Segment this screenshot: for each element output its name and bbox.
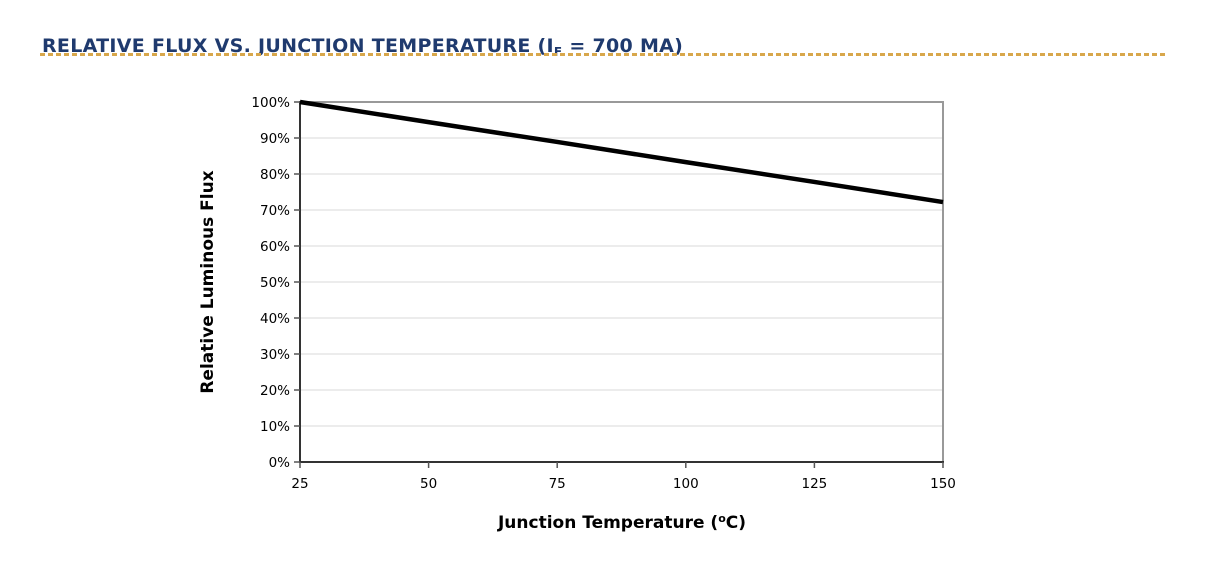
y-tick-label: 60% bbox=[260, 239, 290, 255]
y-tick-label: 70% bbox=[260, 203, 290, 219]
y-tick-label: 30% bbox=[260, 347, 290, 363]
chart-area: 0% 10% 20% 30% 40% 50% 60% 70% 80% 90% 100% 25 50 75 1… bbox=[190, 86, 980, 566]
y-tick-label: 0% bbox=[269, 455, 291, 471]
flux-line bbox=[299, 99, 944, 205]
y-axis-title: Relative Luminous Flux bbox=[198, 170, 218, 393]
x-axis-title-suffix: C) bbox=[726, 513, 746, 533]
x-tick-label: 100 bbox=[673, 476, 699, 492]
y-tick-label: 50% bbox=[260, 275, 290, 291]
dashed-divider bbox=[40, 53, 1168, 56]
plot-svg: 0% 10% 20% 30% 40% 50% 60% 70% 80% 90% 100% 25 50 75 1… bbox=[198, 95, 956, 533]
y-tick-label: 80% bbox=[260, 167, 290, 183]
x-tick-label: 25 bbox=[291, 476, 308, 492]
x-axis-title-degree-sup: o bbox=[718, 512, 726, 525]
y-tick-label: 90% bbox=[260, 131, 290, 147]
x-axis-title-prefix: Junction Temperature ( bbox=[497, 513, 718, 533]
chart-title-subscript: F bbox=[553, 44, 563, 59]
chart-title-prefix: RELATIVE FLUX VS. JUNCTION TEMPERATURE (… bbox=[42, 34, 554, 57]
x-tick-label: 125 bbox=[802, 476, 828, 492]
y-tick-label: 40% bbox=[260, 311, 290, 327]
x-tick-label: 50 bbox=[420, 476, 437, 492]
x-tick-label: 150 bbox=[930, 476, 956, 492]
chart-title-suffix: = 700 MA) bbox=[562, 34, 684, 57]
chart-title: RELATIVE FLUX VS. JUNCTION TEMPERATURE (… bbox=[42, 35, 683, 59]
x-tick-label: 75 bbox=[549, 476, 566, 492]
y-tick-label: 10% bbox=[260, 419, 290, 435]
x-axis-title: Junction Temperature (oC) bbox=[497, 512, 746, 533]
y-tick-label: 100% bbox=[251, 95, 290, 111]
y-tick-label: 20% bbox=[260, 383, 290, 399]
